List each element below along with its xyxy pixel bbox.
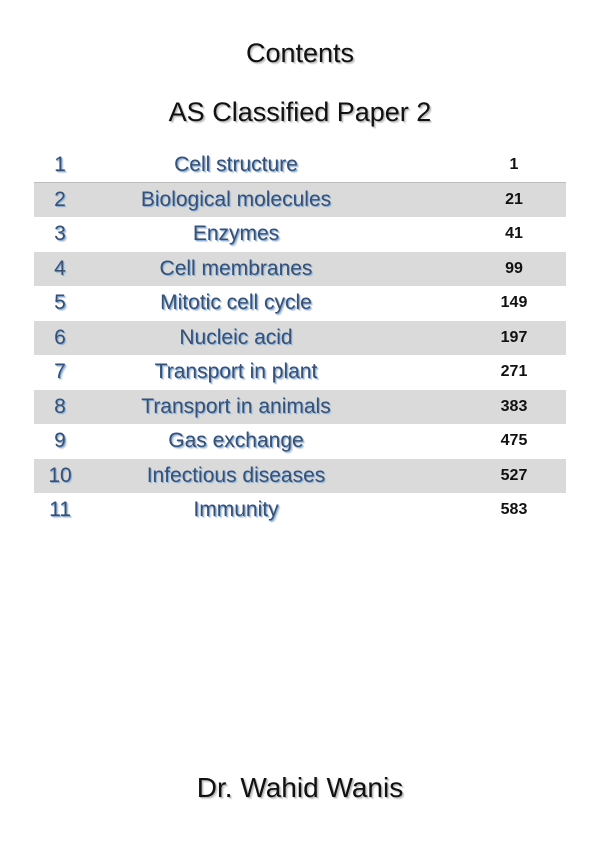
- page-number: 21: [505, 190, 523, 208]
- page-number: 527: [500, 466, 528, 484]
- author-name: Dr. Wahid Wanis: [196, 772, 404, 803]
- page-number: 1: [509, 156, 519, 173]
- toc-row-2: 2 Biological molecules 21: [34, 182, 566, 217]
- chapter-title: Cell membranes: [159, 256, 313, 280]
- chapter-number: 6: [54, 325, 66, 349]
- page-number: 197: [500, 328, 528, 346]
- chapter-title: Nucleic acid: [179, 325, 293, 349]
- chapter-number: 10: [48, 463, 72, 487]
- toc-row-6: 6 Nucleic acid 197: [34, 320, 566, 355]
- toc-row-4: 4 Cell membranes 99: [34, 251, 566, 286]
- chapter-title: Transport in animals: [141, 394, 331, 418]
- chapter-number: 1: [54, 153, 66, 176]
- chapter-number: 8: [54, 394, 66, 418]
- toc-row-9: 9 Gas exchange 475: [34, 424, 566, 459]
- page-number: 99: [505, 259, 523, 277]
- chapter-number: 9: [54, 429, 66, 452]
- chapter-title: Infectious diseases: [146, 463, 326, 487]
- toc-row-8: 8 Transport in animals 383: [34, 389, 566, 424]
- page-number: 583: [500, 501, 528, 518]
- chapter-title: Cell structure: [174, 153, 298, 176]
- toc-row-5: 5 Mitotic cell cycle 149: [34, 286, 566, 321]
- contents-title: Contents: [245, 38, 355, 68]
- chapter-title: Mitotic cell cycle: [160, 291, 312, 314]
- chapter-number: 11: [49, 498, 71, 521]
- paper-title: AS Classified Paper 2: [168, 97, 432, 127]
- chapter-number: 4: [54, 256, 66, 280]
- chapter-title: Gas exchange: [168, 429, 304, 452]
- chapter-number: 5: [54, 291, 66, 314]
- toc-row-11: 11 Immunity 583: [34, 493, 566, 528]
- chapter-number: 2: [54, 187, 66, 211]
- page-number: 41: [505, 225, 523, 242]
- page-number: 383: [500, 397, 528, 415]
- page-number: 149: [500, 294, 528, 311]
- toc-row-3: 3 Enzymes 41: [34, 217, 566, 252]
- toc-row-7: 7 Transport in plant 271: [34, 355, 566, 390]
- chapter-title: Immunity: [193, 498, 279, 521]
- toc-row-1: 1 Cell structure 1: [34, 148, 566, 183]
- table-of-contents: 1 Cell structure 1 2 Biological molecule…: [34, 148, 566, 528]
- toc-row-10: 10 Infectious diseases 527: [34, 458, 566, 493]
- chapter-title: Enzymes: [192, 222, 280, 245]
- page-number: 475: [500, 432, 528, 449]
- page-number: 271: [500, 363, 528, 380]
- chapter-number: 3: [54, 222, 66, 245]
- chapter-title: Transport in plant: [154, 360, 318, 383]
- chapter-title: Biological molecules: [140, 187, 332, 211]
- chapter-number: 7: [54, 360, 66, 383]
